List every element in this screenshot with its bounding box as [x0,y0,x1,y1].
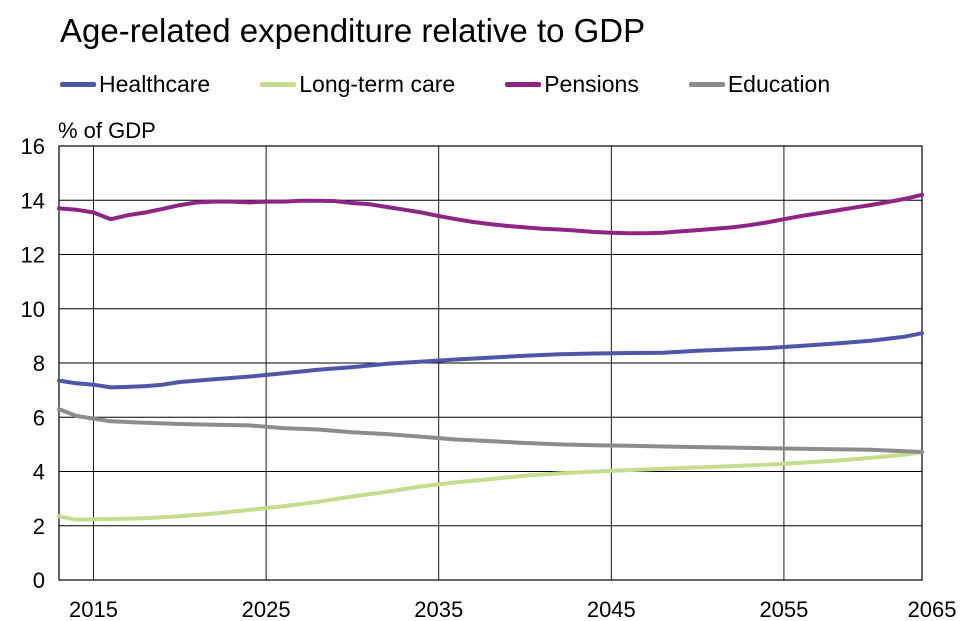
x-tick-label-2055: 2055 [759,597,808,621]
y-tick-label-12: 12 [21,243,45,268]
x-tick-label-2015: 2015 [69,597,118,621]
x-tick-label-2065: 2065 [908,597,957,621]
y-tick-label-14: 14 [21,188,45,213]
y-tick-label-16: 16 [21,134,45,159]
legend-swatch-healthcare [60,81,96,87]
legend-item-long-term-care: Long-term care [260,71,455,98]
chart-title: Age-related expenditure relative to GDP [60,12,646,49]
y-tick-label-0: 0 [33,568,45,593]
y-tick-label-6: 6 [33,405,45,430]
x-tick-label-2025: 2025 [242,597,291,621]
legend-label-healthcare: Healthcare [99,70,211,97]
legend-label-education: Education [727,70,831,97]
legend-swatch-pensions [505,81,542,87]
plot-area-frame [58,145,923,581]
y-tick-label-4: 4 [33,460,45,485]
y-tick-label-8: 8 [33,351,45,376]
legend-label-long-term-care: Long-term care [299,70,456,97]
x-tick-label-2035: 2035 [414,597,463,621]
series-line-healthcare [57,331,924,390]
y-tick-label-10: 10 [21,297,45,322]
series-line-long-term-care [57,450,924,522]
legend-item-pensions: Pensions [505,71,639,98]
legend-item-healthcare: Healthcare [60,71,210,98]
series-line-pensions [57,192,924,236]
legend-item-education: Education [688,70,831,98]
y-axis-unit-label: % of GDP [58,118,156,143]
chart-legend: Healthcare Long-term care Pensions Educa… [60,70,880,98]
legend-swatch-long-term-care [260,81,297,87]
series-line-education [57,407,924,454]
y-tick-label-2: 2 [33,514,45,539]
legend-label-pensions: Pensions [544,70,639,97]
legend-swatch-education [688,81,725,87]
x-tick-label-2045: 2045 [587,597,636,621]
